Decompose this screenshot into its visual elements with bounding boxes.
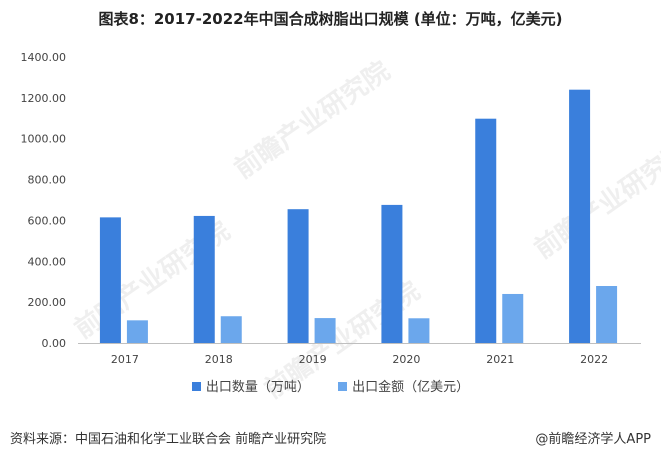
legend-item-quantity[interactable]: 出口数量（万吨）: [191, 376, 310, 395]
bar-quantity-2022: [569, 89, 591, 343]
bar-quantity-2021: [475, 118, 497, 344]
bar-value-2020: [408, 318, 430, 343]
y-tick-label: 400.00: [28, 255, 67, 268]
x-tick-label: 2020: [392, 353, 420, 366]
bar-value-2021: [502, 293, 524, 343]
legend-swatch-quantity: [191, 382, 201, 391]
x-tick-label: 2018: [205, 353, 233, 366]
y-tick-label: 800.00: [28, 174, 67, 187]
bar-quantity-2019: [287, 209, 309, 343]
legend-label-quantity: 出口数量（万吨）: [205, 380, 310, 395]
legend: 出口数量（万吨） 出口金额（亿美元）: [0, 376, 661, 395]
footer: 资料来源：中国石油和化学工业联合会 前瞻产业研究院 @前瞻经济学人APP: [10, 428, 651, 447]
bar-quantity-2017: [99, 217, 121, 343]
y-tick-label: 200.00: [28, 296, 67, 309]
bar-value-2017: [126, 320, 148, 343]
y-tick-label: 0.00: [42, 337, 67, 350]
x-tick-label: 2019: [299, 353, 327, 366]
y-tick-label: 600.00: [28, 214, 67, 227]
x-tick-label: 2021: [486, 353, 514, 366]
legend-swatch-value: [338, 382, 348, 391]
y-tick-label: 1400.00: [21, 51, 67, 64]
bar-quantity-2020: [381, 204, 403, 343]
bar-chart: 0.00 200.00 400.00 600.00 800.00 1000.00 1200.…: [21, 51, 641, 366]
y-tick-label: 1200.00: [21, 92, 67, 105]
legend-item-value[interactable]: 出口金额（亿美元）: [338, 376, 469, 395]
x-tick-label: 2022: [580, 353, 608, 366]
source-note: 资料来源：中国石油和化学工业联合会 前瞻产业研究院: [10, 432, 327, 447]
bar-quantity-2018: [193, 215, 215, 343]
legend-label-value: 出口金额（亿美元）: [352, 380, 470, 395]
x-tick-label: 2017: [111, 353, 139, 366]
brand-credit: @前瞻经济学人APP: [535, 432, 651, 447]
chart-title: 图表8：2017-2022年中国合成树脂出口规模 (单位：万吨，亿美元): [98, 10, 563, 28]
y-tick-label: 1000.00: [21, 133, 67, 146]
bar-value-2018: [220, 316, 242, 343]
bar-value-2022: [596, 286, 618, 343]
bar-value-2019: [314, 318, 336, 343]
